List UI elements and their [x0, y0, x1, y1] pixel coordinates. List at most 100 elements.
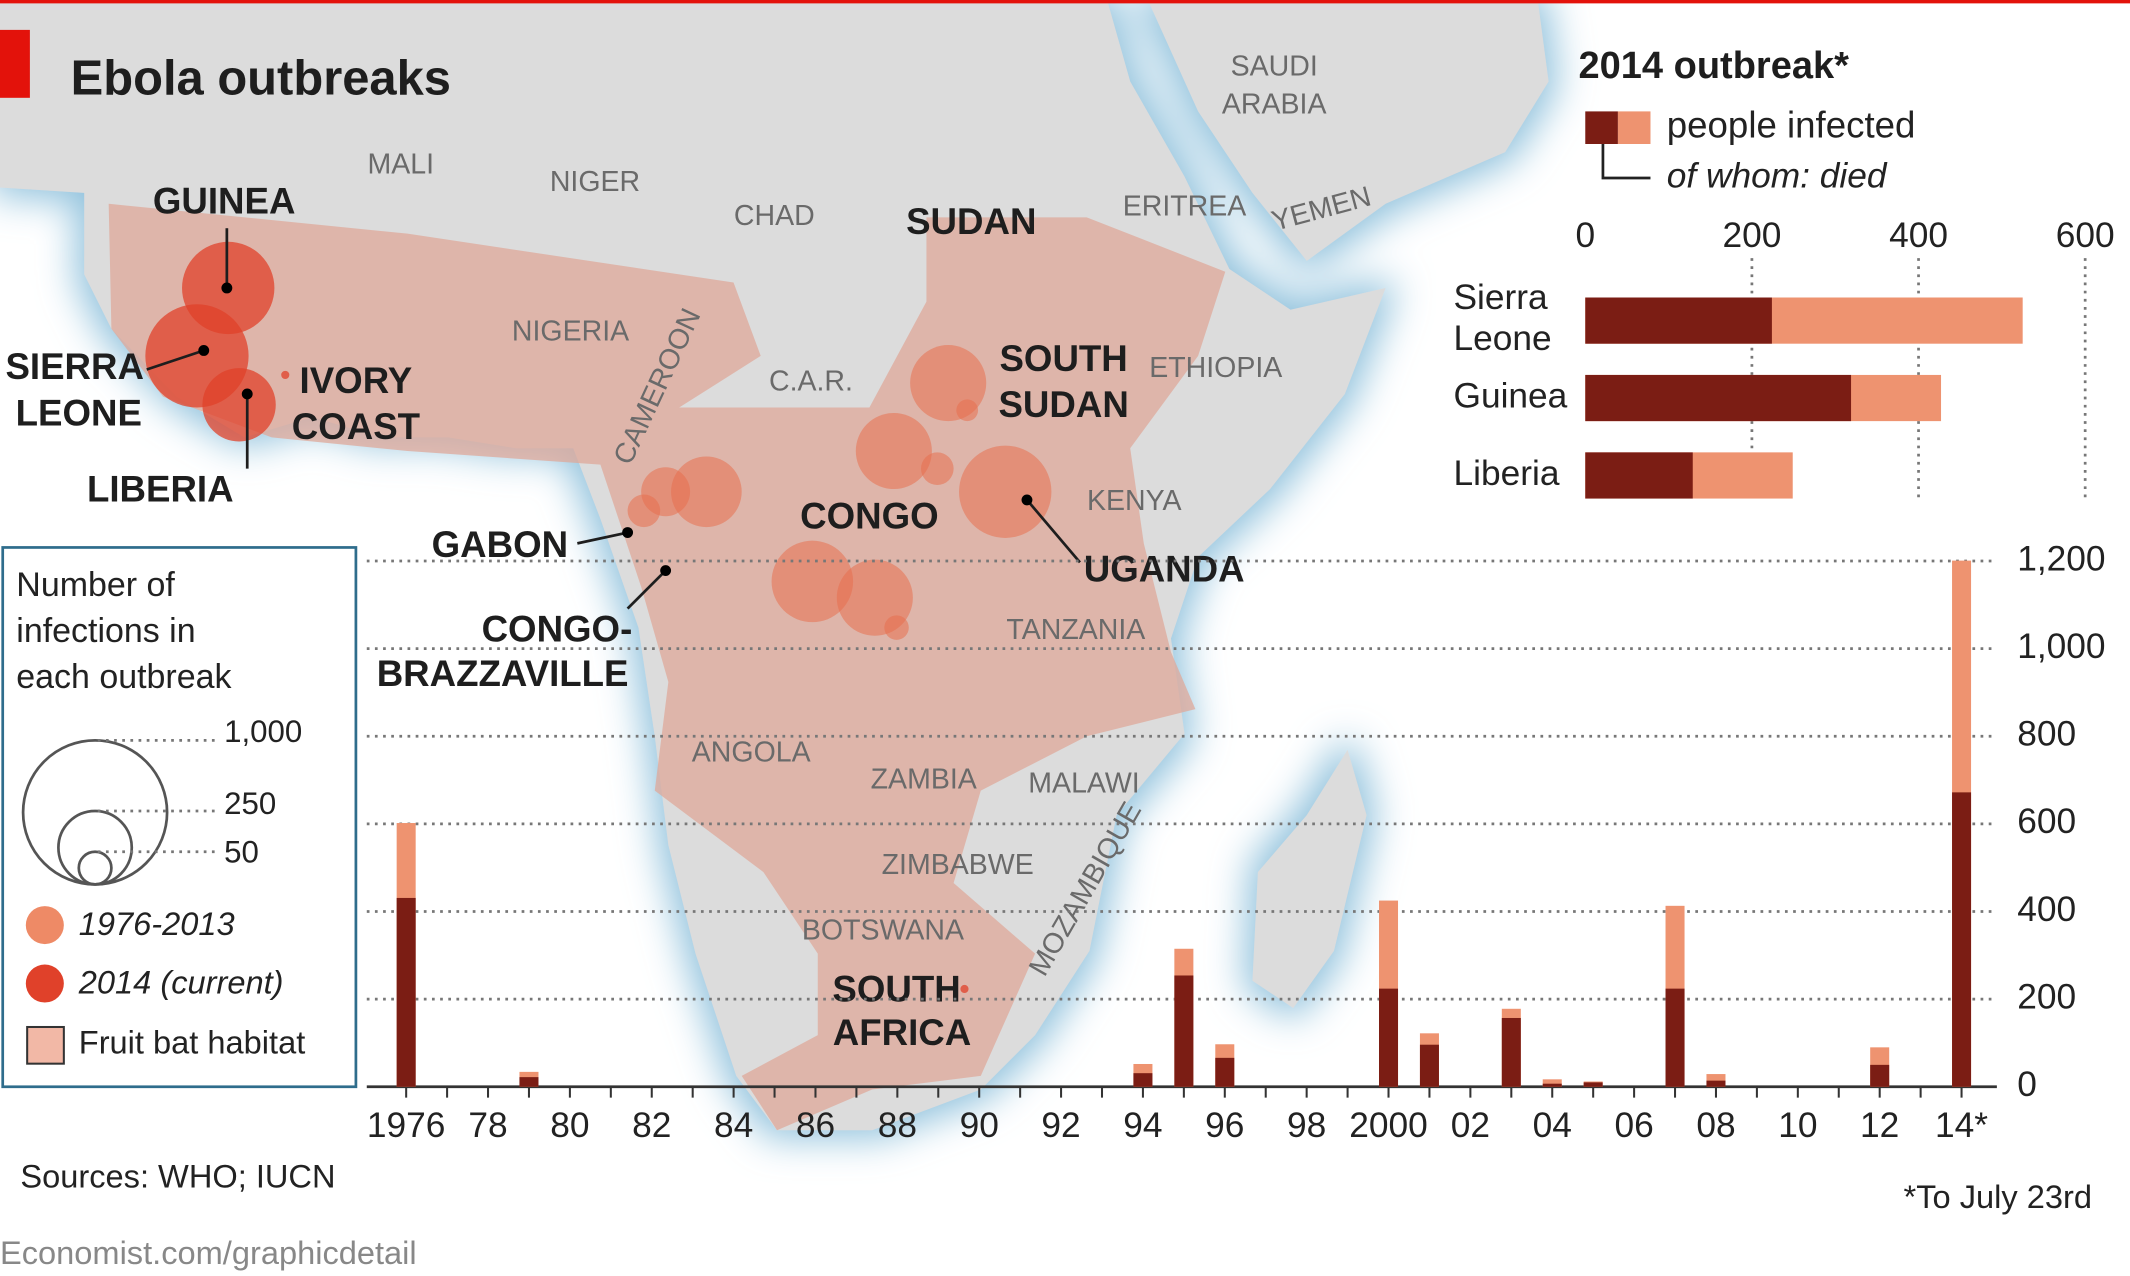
swatch: [26, 1025, 65, 1065]
swatch: [25, 906, 64, 945]
x-tick-label: 94: [1123, 1106, 1162, 1145]
country-label: SAUDI: [1231, 50, 1318, 82]
bubble: [956, 399, 979, 422]
bar: [1174, 975, 1194, 1087]
legend-swatch: [1585, 111, 1618, 144]
x-tick-label: 04: [1533, 1106, 1572, 1145]
category-label: Guinea: [1454, 376, 1568, 415]
bubble: [671, 456, 742, 528]
legend-box: [1, 546, 358, 1089]
bubble: [855, 412, 932, 490]
country-label: CHAD: [734, 200, 815, 232]
leader-lines: [146, 228, 1081, 610]
country-label: MALAWI: [1028, 768, 1139, 800]
outbreak-label: LEONE: [16, 392, 142, 433]
country-label: TANZANIA: [1006, 614, 1145, 646]
legend-label: of whom: died: [1667, 156, 1888, 195]
y-tick-label: 200: [2017, 977, 2076, 1016]
country-label: NIGER: [550, 166, 640, 198]
title: Ebola outbreaks: [71, 51, 451, 105]
x-tick-label: 200: [1722, 216, 1781, 255]
size-circle: [77, 850, 113, 886]
x-tick-label: 06: [1614, 1106, 1653, 1145]
legend-bracket: [1601, 143, 1651, 180]
x-tick-label: 92: [1041, 1106, 1080, 1145]
legend-item: Fruit bat habitat: [79, 1023, 305, 1060]
x-tick-label: 0: [1575, 216, 1595, 255]
outbreak-label: GABON: [432, 524, 568, 565]
bar: [1585, 297, 1772, 344]
category-label: Liberia: [1454, 454, 1560, 493]
outbreak-label: SIERRA: [5, 346, 143, 387]
bar: [1585, 374, 1852, 422]
bar: [1133, 1073, 1153, 1087]
outbreak-label: SUDAN: [998, 384, 1128, 425]
country-label: MALI: [367, 148, 434, 180]
swatch: [25, 964, 64, 1003]
x-tick-label: 88: [878, 1106, 917, 1145]
outbreak-label: BRAZZAVILLE: [377, 653, 629, 694]
country-label: ZIMBABWE: [882, 849, 1034, 881]
map: MALI NIGER CHAD SAUDI ARABIA ERITREA YEM…: [0, 0, 1549, 1131]
outbreak-label: IVORY: [300, 360, 413, 401]
y-tick-label: 0: [2017, 1065, 2037, 1104]
x-tick-label: 84: [714, 1106, 753, 1145]
x-tick-label: 600: [2056, 216, 2115, 255]
size-label: 250: [224, 786, 276, 821]
x-tick-label: 90: [960, 1106, 999, 1145]
x-tick-label: 08: [1696, 1106, 1735, 1145]
country-label: C.A.R.: [769, 366, 853, 398]
bar: [1542, 1083, 1562, 1087]
outbreak-label: SOUTH: [999, 338, 1127, 379]
red-tag: [0, 29, 30, 98]
bar: [1419, 1044, 1439, 1087]
bubble: [884, 615, 909, 640]
x-tick-label: 02: [1451, 1106, 1490, 1145]
size-label: 50: [224, 835, 259, 870]
bubble: [959, 445, 1052, 538]
country-label: ARABIA: [1222, 88, 1327, 120]
credit: Economist.com/graphicdetail: [0, 1234, 417, 1271]
x-tick-label: 78: [468, 1106, 507, 1145]
x-tick-label: 1976: [367, 1106, 446, 1145]
bubble: [960, 984, 969, 994]
outbreak-label: UGANDA: [1084, 549, 1245, 590]
legend-item: 2014 (current): [78, 963, 284, 1000]
country-label: ANGOLA: [692, 736, 811, 768]
outbreak-label: COAST: [292, 406, 420, 447]
x-tick-label: 86: [796, 1106, 835, 1145]
bubble: [202, 368, 276, 442]
country-label: ETHIOPIA: [1149, 352, 1282, 384]
bar: [1379, 988, 1399, 1087]
country-label: NIGERIA: [512, 315, 629, 347]
legend-swatch: [1617, 111, 1651, 144]
x-tick-label: 2000: [1349, 1106, 1428, 1145]
x-tick-label: 82: [632, 1106, 671, 1145]
bar: [1870, 1064, 1890, 1087]
size-label: 1,000: [224, 714, 302, 749]
fruit-bat-habitat: [108, 203, 1226, 1131]
bubble: [281, 370, 290, 380]
legend-title: infections in: [16, 612, 195, 650]
x-tick-label: 80: [550, 1106, 589, 1145]
country-label: ERITREA: [1123, 190, 1247, 222]
y-tick-label: 800: [2017, 715, 2076, 754]
chart-title: 2014 outbreak*: [1578, 45, 1849, 87]
outbreak-label: CONGO: [800, 496, 938, 537]
bar: [1665, 988, 1685, 1087]
bar: [1583, 1082, 1603, 1087]
y-tick-label: 400: [2017, 890, 2076, 929]
x-tick-label: 96: [1205, 1106, 1244, 1145]
category-label: Sierra Leone: [1454, 279, 1558, 359]
x-tick-label: 12: [1860, 1106, 1899, 1145]
sources: Sources: WHO; IUCN: [20, 1158, 335, 1195]
outbreak-label: AFRICA: [833, 1012, 971, 1053]
outbreak-label: GUINEA: [153, 180, 296, 221]
bar: [1706, 1080, 1726, 1087]
footnote: *To July 23rd: [1904, 1178, 2092, 1215]
x-tick-label: 10: [1778, 1106, 1817, 1145]
bar: [519, 1077, 539, 1087]
x-tick-label: 98: [1287, 1106, 1326, 1145]
country-label: ZAMBIA: [871, 764, 977, 796]
